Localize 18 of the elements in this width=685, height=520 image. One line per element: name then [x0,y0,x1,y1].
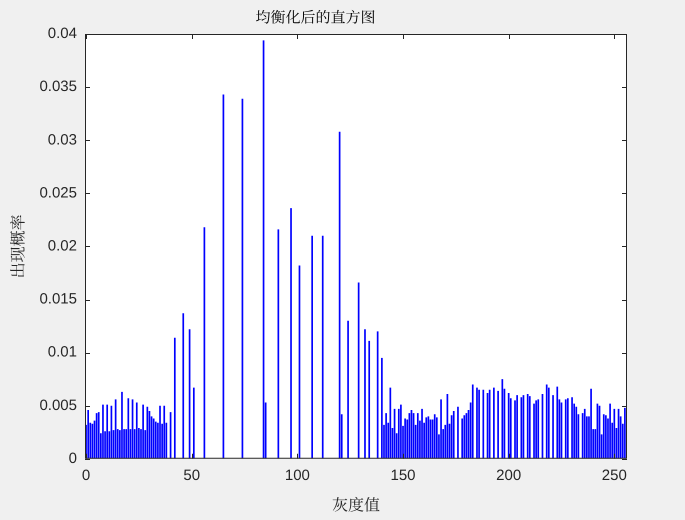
y-tick-label: 0.015 [39,290,77,308]
x-tick-label: 200 [496,466,522,484]
y-tick-label: 0.02 [48,238,77,255]
x-tick-label: 50 [183,466,200,484]
y-tick-label: 0.03 [48,131,77,148]
y-tick-label: 0.04 [48,25,77,42]
x-tick-label: 100 [284,466,310,484]
x-tick-label: 250 [602,466,627,484]
x-tick-label: 0 [82,466,90,484]
x-tick-label: 150 [390,466,416,484]
x-axis-title: 灰度值 [332,492,380,516]
y-axis-title: 出现概率 [6,214,29,278]
y-tick-label: 0.025 [39,184,77,202]
y-tick-label: 0 [68,450,77,467]
y-tick-label: 0.005 [39,396,77,414]
chart-title: 均衡化后的直方图 [255,6,376,28]
y-tick-label: 0.01 [48,344,77,361]
y-tick-label: 0.035 [39,78,77,96]
